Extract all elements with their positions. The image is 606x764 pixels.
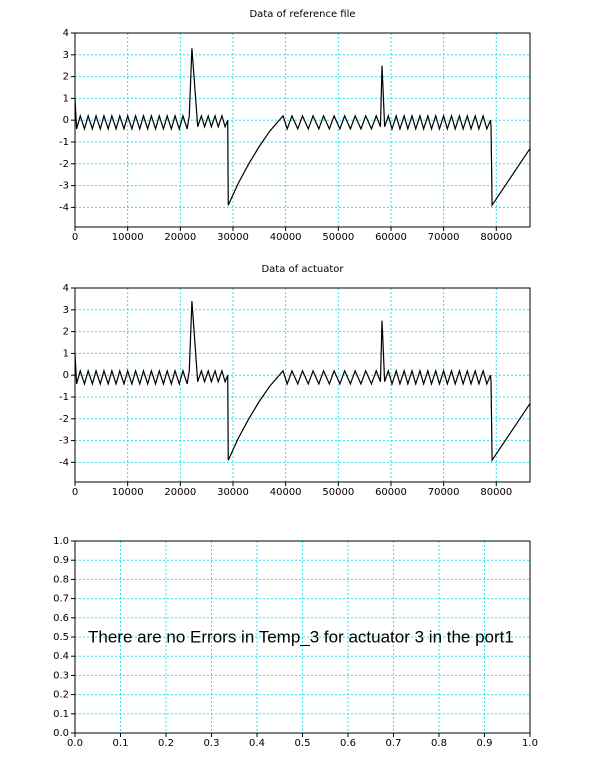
x-tick-label: 40000	[270, 487, 302, 498]
y-tick-label: 0.1	[53, 709, 69, 720]
y-tick-label: 3	[63, 305, 69, 316]
x-tick-label: 60000	[375, 487, 407, 498]
chart-title: Data of actuator	[261, 264, 344, 275]
y-tick-label: 0.9	[53, 555, 69, 566]
y-tick-label: 0	[63, 370, 69, 381]
data-line	[74, 48, 531, 208]
x-tick-label: 80000	[480, 232, 512, 243]
y-tick-label: 2	[63, 72, 69, 83]
plot-frame	[74, 540, 531, 734]
x-tick-label: 0	[72, 487, 78, 498]
y-tick-label: 4	[63, 28, 69, 39]
annotation: There are no Errors in Temp_3 for actuat…	[88, 627, 514, 646]
x-tick-label: 0.1	[113, 738, 129, 749]
y-tick-label: -3	[59, 181, 69, 192]
y-tick-label: 0.5	[53, 632, 69, 643]
y-tick-label: -3	[59, 436, 69, 447]
y-tick-label: -2	[59, 414, 69, 425]
y-tick-label: -2	[59, 159, 69, 170]
x-tick-label: 0.8	[431, 738, 447, 749]
y-tick-label: -4	[59, 202, 69, 213]
y-tick-label: 4	[63, 283, 69, 294]
x-tick-label: 0.9	[477, 738, 493, 749]
x-tick-label: 50000	[322, 232, 354, 243]
y-tick-label: 0	[63, 115, 69, 126]
x-tick-label: 70000	[428, 232, 460, 243]
x-tick-label: 20000	[164, 232, 196, 243]
y-tick-label: 1	[63, 93, 69, 104]
x-tick-label: 10000	[112, 232, 144, 243]
x-tick-label: 70000	[428, 487, 460, 498]
y-tick-label: 0.2	[53, 690, 69, 701]
x-tick-label: 10000	[112, 487, 144, 498]
y-tick-label: 1	[63, 348, 69, 359]
x-tick-label: 60000	[375, 232, 407, 243]
x-tick-label: 1.0	[522, 738, 538, 749]
x-tick-label: 20000	[164, 487, 196, 498]
x-tick-label: 0.3	[204, 738, 220, 749]
y-tick-label: -1	[59, 137, 69, 148]
x-tick-label: 0	[72, 232, 78, 243]
y-tick-label: 2	[63, 327, 69, 338]
y-tick-label: 0.8	[53, 574, 69, 585]
y-tick-label: 0.7	[53, 594, 69, 605]
y-tick-label: -4	[59, 457, 69, 468]
x-tick-label: 0.6	[340, 738, 356, 749]
y-tick-label: 0.3	[53, 670, 69, 681]
y-tick-label: 0.0	[53, 728, 69, 739]
x-tick-label: 80000	[480, 487, 512, 498]
x-tick-label: 30000	[217, 487, 249, 498]
x-tick-label: 40000	[270, 232, 302, 243]
x-tick-label: 0.2	[158, 738, 174, 749]
y-tick-label: 3	[63, 50, 69, 61]
x-tick-label: 30000	[217, 232, 249, 243]
x-tick-label: 0.4	[249, 738, 265, 749]
y-tick-label: -1	[59, 392, 69, 403]
x-tick-label: 0.7	[386, 738, 402, 749]
y-tick-label: 0.4	[53, 651, 69, 662]
y-tick-label: 0.6	[53, 613, 69, 624]
chart-title: Data of reference file	[249, 9, 355, 20]
x-tick-label: 0.0	[67, 738, 83, 749]
plot-frame	[74, 287, 531, 483]
x-tick-label: 50000	[322, 487, 354, 498]
plot-frame	[74, 32, 531, 228]
x-tick-label: 0.5	[295, 738, 311, 749]
data-line	[74, 301, 531, 463]
y-tick-label: 1.0	[53, 536, 69, 547]
